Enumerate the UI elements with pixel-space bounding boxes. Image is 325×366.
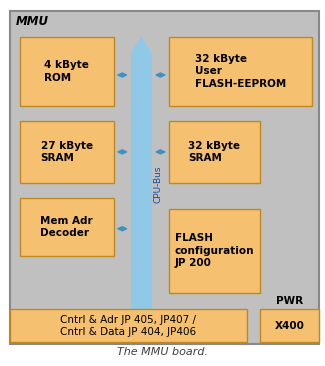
- FancyBboxPatch shape: [10, 309, 247, 342]
- FancyBboxPatch shape: [10, 11, 318, 344]
- FancyBboxPatch shape: [169, 121, 260, 183]
- Text: Mem Adr
Decoder: Mem Adr Decoder: [40, 216, 93, 238]
- FancyBboxPatch shape: [20, 198, 114, 256]
- Text: PWR: PWR: [276, 296, 303, 306]
- Text: The MMU board.: The MMU board.: [117, 347, 208, 357]
- FancyBboxPatch shape: [260, 309, 318, 342]
- Polygon shape: [131, 315, 152, 331]
- FancyBboxPatch shape: [20, 121, 114, 183]
- Text: Cntrl & Adr JP 405, JP407 /
Cntrl & Data JP 404, JP406: Cntrl & Adr JP 405, JP407 / Cntrl & Data…: [60, 314, 196, 337]
- Text: MMU: MMU: [16, 15, 49, 28]
- Text: X400: X400: [274, 321, 304, 331]
- Text: 4 kByte
ROM: 4 kByte ROM: [44, 60, 89, 83]
- Text: CPU-Bus: CPU-Bus: [153, 165, 162, 203]
- Text: FLASH
configuration
JP 200: FLASH configuration JP 200: [175, 233, 254, 268]
- FancyBboxPatch shape: [169, 209, 260, 293]
- Polygon shape: [131, 37, 152, 53]
- FancyBboxPatch shape: [20, 37, 114, 106]
- Text: 27 kByte
SRAM: 27 kByte SRAM: [41, 141, 93, 163]
- Text: 32 kByte
SRAM: 32 kByte SRAM: [188, 141, 240, 163]
- FancyBboxPatch shape: [169, 37, 312, 106]
- Text: 32 kByte
User
FLASH-EEPROM: 32 kByte User FLASH-EEPROM: [195, 54, 286, 89]
- FancyBboxPatch shape: [131, 53, 152, 315]
